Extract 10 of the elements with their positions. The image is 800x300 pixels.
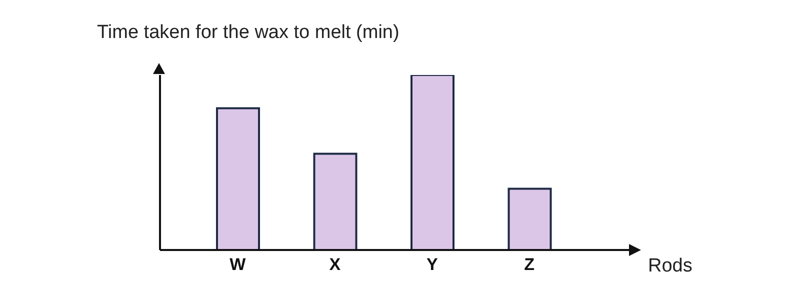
x-axis-title: Rods bbox=[648, 256, 692, 277]
x-tick-label: X bbox=[329, 255, 342, 274]
bar bbox=[216, 107, 260, 250]
bar bbox=[508, 188, 552, 250]
x-tick-label: Y bbox=[426, 255, 438, 274]
chart-title: Time taken for the wax to melt (min) bbox=[97, 22, 400, 44]
x-tick-label: Z bbox=[524, 255, 535, 274]
bar bbox=[313, 152, 358, 250]
x-tick-label: W bbox=[230, 255, 247, 274]
bar bbox=[410, 75, 454, 250]
